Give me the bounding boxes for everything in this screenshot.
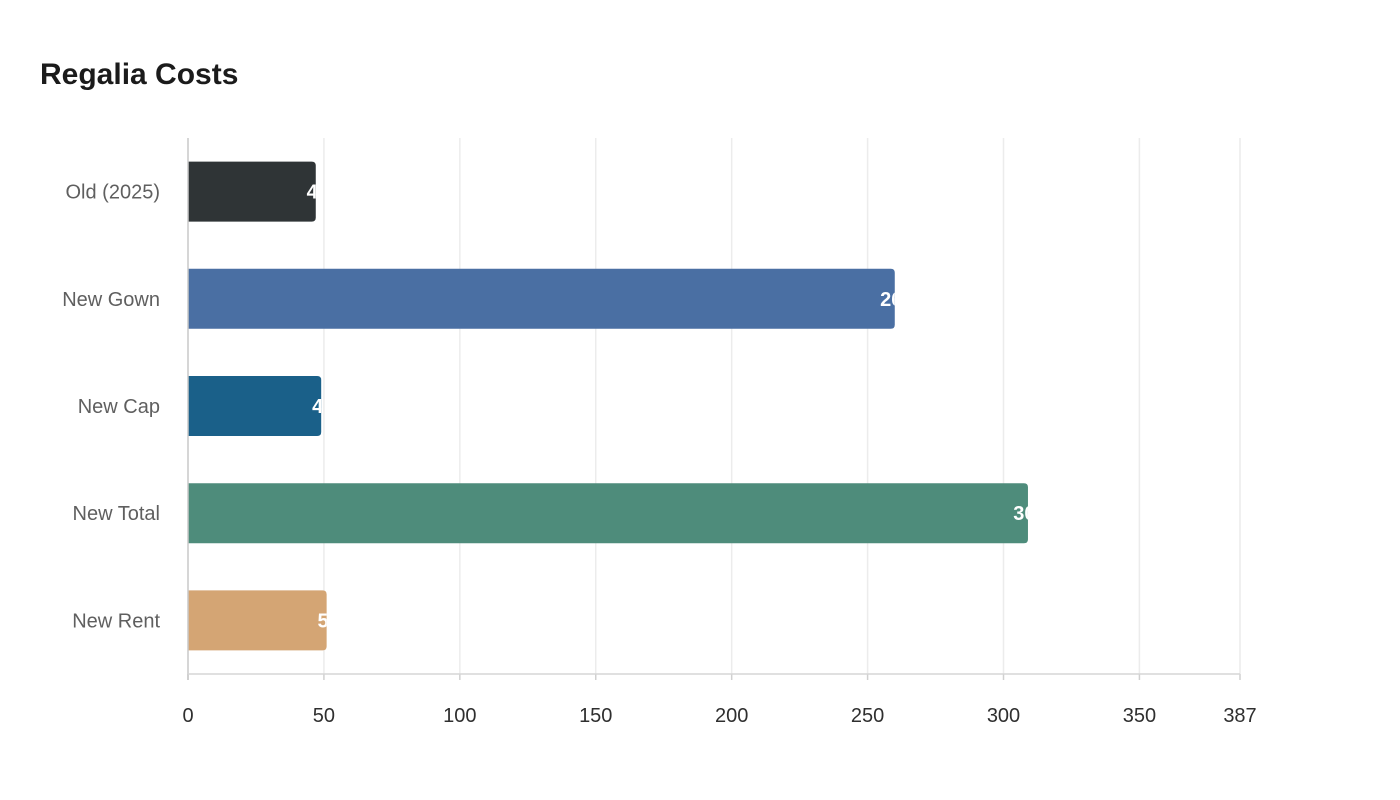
x-tick-label: 100 (443, 705, 476, 727)
x-tick-label: 350 (1123, 705, 1156, 727)
value-label: 309 (1013, 503, 1046, 525)
x-tick-label: 0 (182, 705, 193, 727)
bar-new-total (188, 483, 1028, 544)
bar-new-gown (188, 268, 895, 329)
bar-new-rent (188, 590, 327, 651)
x-tick-label: 387 (1223, 705, 1256, 727)
axes: 0 50 100 150 200 250 300 350 387 (182, 138, 1257, 727)
bars (188, 161, 1028, 651)
category-label: New Rent (72, 610, 160, 632)
value-label: 51 (318, 610, 340, 632)
x-tick-label: 50 (313, 705, 335, 727)
gridlines (323, 138, 1241, 674)
x-tick-label: 150 (579, 705, 612, 727)
chart-title: Regalia Costs (40, 58, 239, 91)
labels: Old (2025) 47 New Gown 260 New Cap 49 New Tota… (62, 182, 1046, 633)
bar-new-cap (188, 376, 322, 436)
x-tick-label: 300 (987, 705, 1020, 727)
value-label: 47 (307, 182, 329, 204)
category-label: New Total (73, 503, 160, 525)
value-label: 49 (312, 396, 334, 418)
category-label: New Gown (62, 289, 160, 311)
category-label: New Cap (78, 396, 160, 418)
bar-old-2025 (188, 161, 316, 222)
value-label: 260 (880, 289, 913, 311)
x-tick-label: 250 (851, 705, 884, 727)
category-label: Old (2025) (66, 182, 161, 204)
x-tick-label: 200 (715, 705, 748, 727)
